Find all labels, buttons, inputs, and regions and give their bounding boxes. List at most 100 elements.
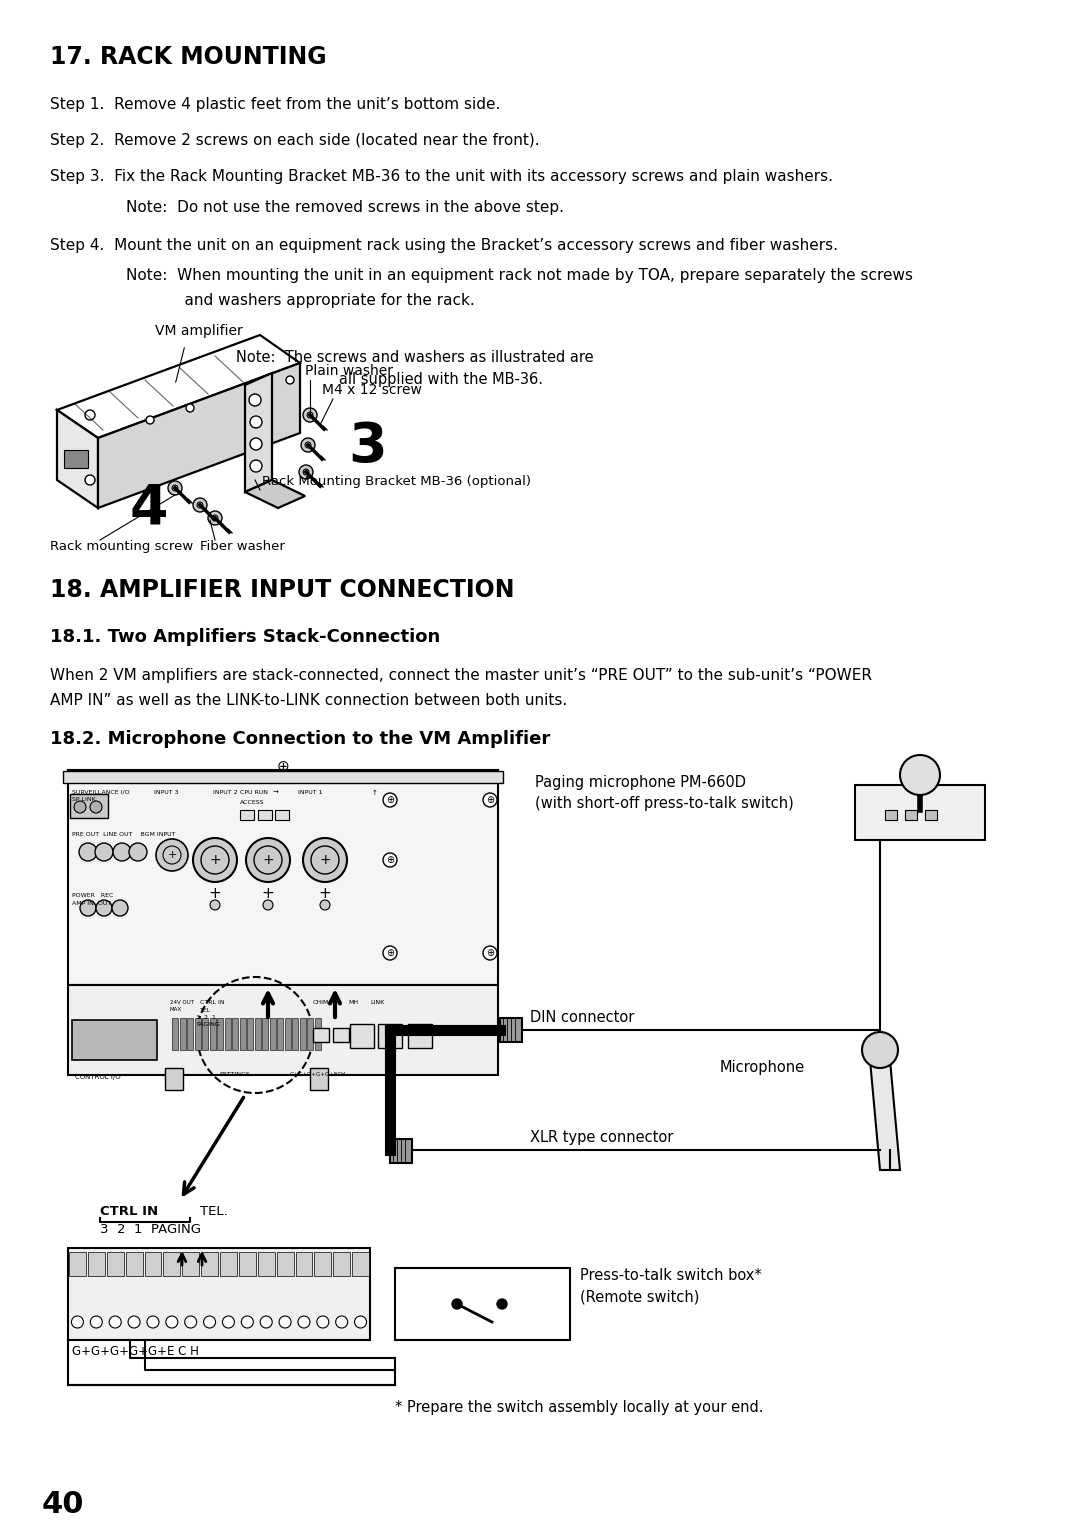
Bar xyxy=(276,1018,283,1050)
Bar xyxy=(307,1018,313,1050)
Bar xyxy=(165,1068,183,1089)
Circle shape xyxy=(241,1316,254,1328)
Text: 18.2. Microphone Connection to the VM Amplifier: 18.2. Microphone Connection to the VM Am… xyxy=(50,730,550,749)
Circle shape xyxy=(453,1299,462,1309)
Text: TEL: TEL xyxy=(200,1008,212,1013)
Bar xyxy=(334,1251,350,1276)
Circle shape xyxy=(264,900,273,911)
Circle shape xyxy=(260,1316,272,1328)
Circle shape xyxy=(320,900,330,911)
Text: MH: MH xyxy=(348,999,359,1005)
Text: ⊕: ⊕ xyxy=(276,759,289,775)
Circle shape xyxy=(85,475,95,484)
Text: CHIME: CHIME xyxy=(313,999,334,1005)
Bar xyxy=(217,1018,222,1050)
Bar xyxy=(258,810,272,821)
Bar xyxy=(855,785,985,840)
Text: G+G+G+G+G+E C H: G+G+G+G+G+E C H xyxy=(72,1345,199,1358)
Bar xyxy=(390,1138,411,1163)
Text: +: + xyxy=(208,886,221,900)
Bar xyxy=(310,1068,328,1089)
Bar xyxy=(408,1024,432,1048)
Text: AMP IN  OUT: AMP IN OUT xyxy=(72,902,111,906)
Polygon shape xyxy=(98,364,300,507)
Text: Press-to-talk switch box*
(Remote switch): Press-to-talk switch box* (Remote switch… xyxy=(580,1268,761,1303)
Circle shape xyxy=(862,1031,897,1068)
Bar xyxy=(72,1021,157,1060)
Text: Microphone: Microphone xyxy=(720,1060,805,1076)
Text: CTRL IN: CTRL IN xyxy=(200,999,225,1005)
Circle shape xyxy=(109,1316,121,1328)
Text: +: + xyxy=(319,886,332,900)
Circle shape xyxy=(91,1316,103,1328)
Bar xyxy=(314,1251,332,1276)
Text: +: + xyxy=(320,853,330,866)
Circle shape xyxy=(75,801,86,813)
Bar xyxy=(63,772,503,782)
Circle shape xyxy=(185,1316,197,1328)
Bar xyxy=(232,1018,238,1050)
Text: 4: 4 xyxy=(130,481,168,535)
Circle shape xyxy=(212,515,218,521)
Text: * Prepare the switch assembly locally at your end.: * Prepare the switch assembly locally at… xyxy=(395,1400,764,1415)
Circle shape xyxy=(299,465,313,478)
Bar xyxy=(262,1018,268,1050)
Circle shape xyxy=(208,510,222,526)
Circle shape xyxy=(249,416,262,428)
Circle shape xyxy=(249,460,262,472)
Circle shape xyxy=(307,413,313,419)
Circle shape xyxy=(900,755,940,795)
Bar xyxy=(240,1018,245,1050)
Circle shape xyxy=(301,439,315,452)
Text: PRE OUT  LINE OUT    BGM INPUT: PRE OUT LINE OUT BGM INPUT xyxy=(72,833,175,837)
Bar xyxy=(299,1018,306,1050)
Bar xyxy=(70,795,108,817)
Circle shape xyxy=(298,1316,310,1328)
Text: Note:  Do not use the removed screws in the above step.: Note: Do not use the removed screws in t… xyxy=(126,200,564,215)
Text: ⊕: ⊕ xyxy=(486,947,494,958)
Circle shape xyxy=(90,801,102,813)
Circle shape xyxy=(497,1299,507,1309)
Circle shape xyxy=(305,442,311,448)
Text: 18.1. Two Amplifiers Stack-Connection: 18.1. Two Amplifiers Stack-Connection xyxy=(50,628,441,646)
Text: INPUT 3: INPUT 3 xyxy=(153,790,178,795)
Bar xyxy=(202,1018,208,1050)
Bar xyxy=(352,1251,369,1276)
Bar xyxy=(500,1018,522,1042)
Bar xyxy=(247,1018,253,1050)
Text: Step 1.  Remove 4 plastic feet from the unit’s bottom side.: Step 1. Remove 4 plastic feet from the u… xyxy=(50,96,500,112)
Text: →: → xyxy=(273,790,279,796)
Circle shape xyxy=(336,1316,348,1328)
Bar xyxy=(125,1251,143,1276)
Text: CONTROL I/O: CONTROL I/O xyxy=(75,1074,121,1080)
Text: ⊕: ⊕ xyxy=(386,856,394,865)
Circle shape xyxy=(79,843,97,860)
Circle shape xyxy=(303,408,318,422)
Bar xyxy=(313,1028,329,1042)
Circle shape xyxy=(383,853,397,866)
Bar xyxy=(68,986,498,1076)
Text: INPUT 2: INPUT 2 xyxy=(213,790,238,795)
Circle shape xyxy=(156,839,188,871)
Bar xyxy=(225,1018,230,1050)
Circle shape xyxy=(246,837,291,882)
Circle shape xyxy=(246,388,254,396)
Text: SURVEILLANCE I/O: SURVEILLANCE I/O xyxy=(72,790,130,795)
Circle shape xyxy=(279,1316,292,1328)
Circle shape xyxy=(147,1316,159,1328)
Text: Step 3.  Fix the Rack Mounting Bracket MB-36 to the unit with its accessory scre: Step 3. Fix the Rack Mounting Bracket MB… xyxy=(50,170,833,183)
Circle shape xyxy=(168,481,183,495)
Text: SP LINK: SP LINK xyxy=(72,798,96,802)
Text: 3  2  1  PAGING: 3 2 1 PAGING xyxy=(100,1222,201,1236)
Polygon shape xyxy=(245,373,272,492)
Circle shape xyxy=(113,843,131,860)
Text: Plain washer: Plain washer xyxy=(305,364,393,377)
Bar xyxy=(183,1251,199,1276)
Text: ⊕: ⊕ xyxy=(386,947,394,958)
Circle shape xyxy=(383,793,397,807)
Text: Rack mounting screw: Rack mounting screw xyxy=(50,539,193,553)
Circle shape xyxy=(222,1316,234,1328)
Polygon shape xyxy=(245,480,305,507)
Text: Step 2.  Remove 2 screws on each side (located near the front).: Step 2. Remove 2 screws on each side (lo… xyxy=(50,133,540,148)
Circle shape xyxy=(286,376,294,384)
